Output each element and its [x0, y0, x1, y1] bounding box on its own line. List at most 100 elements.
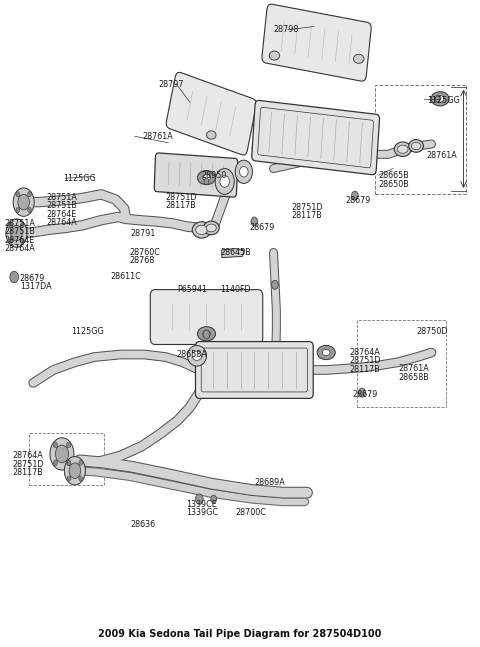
Text: 2009 Kia Sedona Tail Pipe Diagram for 287504D100: 2009 Kia Sedona Tail Pipe Diagram for 28…	[98, 628, 382, 639]
Circle shape	[79, 460, 83, 465]
Text: 28764A: 28764A	[12, 452, 43, 461]
Text: 28764E: 28764E	[46, 210, 76, 219]
Text: 28761A: 28761A	[427, 151, 457, 160]
Text: 28689A: 28689A	[254, 479, 285, 487]
Text: 28751D: 28751D	[166, 193, 197, 202]
Text: 28764A: 28764A	[349, 348, 380, 357]
Ellipse shape	[204, 221, 219, 235]
Text: 28658A: 28658A	[177, 350, 207, 359]
Text: 1140FD: 1140FD	[220, 285, 251, 294]
Circle shape	[359, 388, 365, 397]
Circle shape	[211, 495, 216, 503]
Text: 28950: 28950	[202, 171, 227, 179]
Circle shape	[251, 217, 258, 226]
Circle shape	[53, 460, 58, 466]
Ellipse shape	[192, 351, 202, 360]
FancyBboxPatch shape	[252, 100, 380, 175]
Ellipse shape	[197, 327, 216, 341]
Ellipse shape	[235, 160, 252, 183]
Circle shape	[67, 476, 71, 481]
Polygon shape	[222, 248, 245, 258]
Text: 28760C: 28760C	[129, 248, 160, 257]
Ellipse shape	[323, 349, 330, 356]
Text: P65941: P65941	[177, 285, 207, 294]
Text: 28798: 28798	[274, 25, 299, 34]
Text: 28611C: 28611C	[111, 272, 142, 281]
Ellipse shape	[187, 345, 206, 366]
Text: 28700C: 28700C	[235, 508, 266, 517]
Text: 28791: 28791	[130, 228, 156, 237]
Text: 1339GC: 1339GC	[186, 508, 218, 517]
Circle shape	[67, 460, 71, 465]
Text: 28751B: 28751B	[4, 227, 36, 236]
Text: 1317DA: 1317DA	[20, 282, 51, 291]
Text: 28679: 28679	[250, 223, 275, 232]
Text: 28665B: 28665B	[379, 171, 409, 179]
Circle shape	[50, 438, 74, 470]
Ellipse shape	[353, 54, 364, 63]
Circle shape	[53, 442, 58, 448]
Ellipse shape	[197, 171, 216, 184]
Ellipse shape	[411, 142, 421, 149]
Text: 28751A: 28751A	[4, 219, 36, 228]
Ellipse shape	[269, 51, 280, 60]
Text: 28636: 28636	[130, 520, 155, 529]
Ellipse shape	[436, 96, 444, 102]
Ellipse shape	[220, 175, 229, 187]
Ellipse shape	[203, 174, 210, 181]
Circle shape	[64, 457, 85, 485]
Circle shape	[10, 271, 18, 283]
Circle shape	[79, 476, 83, 481]
Circle shape	[203, 330, 210, 339]
Text: 28679: 28679	[352, 390, 378, 399]
Text: 28679: 28679	[345, 196, 371, 205]
Circle shape	[9, 223, 12, 228]
Text: 28679: 28679	[20, 274, 45, 283]
Text: 1125GG: 1125GG	[427, 96, 459, 105]
Ellipse shape	[215, 169, 234, 194]
Ellipse shape	[394, 142, 411, 157]
FancyBboxPatch shape	[195, 342, 313, 399]
Circle shape	[27, 208, 31, 212]
Ellipse shape	[196, 225, 208, 234]
Circle shape	[27, 192, 31, 197]
Text: 28761A: 28761A	[398, 364, 429, 373]
Circle shape	[66, 442, 71, 448]
Text: 28797: 28797	[158, 80, 184, 89]
Circle shape	[351, 191, 358, 200]
Circle shape	[272, 280, 278, 289]
Text: 28117B: 28117B	[292, 211, 323, 220]
Circle shape	[66, 460, 71, 466]
Circle shape	[195, 494, 203, 504]
FancyBboxPatch shape	[166, 72, 256, 155]
Circle shape	[9, 238, 12, 243]
Text: 28751D: 28751D	[292, 203, 323, 212]
Ellipse shape	[397, 145, 408, 153]
Text: 28117B: 28117B	[349, 365, 380, 374]
Ellipse shape	[240, 166, 248, 177]
Circle shape	[6, 219, 27, 247]
Text: 28658B: 28658B	[398, 373, 429, 382]
Circle shape	[204, 178, 209, 184]
Ellipse shape	[203, 331, 210, 337]
FancyBboxPatch shape	[154, 153, 238, 197]
Circle shape	[13, 188, 34, 216]
Text: 28117B: 28117B	[12, 468, 43, 477]
Circle shape	[18, 194, 29, 210]
Text: 28117B: 28117B	[166, 201, 197, 210]
Text: 28751D: 28751D	[349, 356, 381, 366]
Circle shape	[55, 445, 69, 463]
Circle shape	[11, 225, 22, 241]
Text: 28751B: 28751B	[46, 201, 77, 210]
Text: 1125GG: 1125GG	[63, 174, 96, 182]
Text: 28764A: 28764A	[4, 244, 35, 253]
Text: 28750D: 28750D	[416, 327, 448, 336]
Circle shape	[69, 463, 81, 479]
Text: 1125GG: 1125GG	[72, 327, 104, 336]
FancyBboxPatch shape	[262, 4, 371, 81]
Text: 28751A: 28751A	[46, 193, 77, 202]
Text: 28761A: 28761A	[142, 132, 173, 141]
Circle shape	[16, 208, 20, 212]
Text: 28768: 28768	[129, 256, 154, 265]
FancyBboxPatch shape	[150, 290, 263, 344]
